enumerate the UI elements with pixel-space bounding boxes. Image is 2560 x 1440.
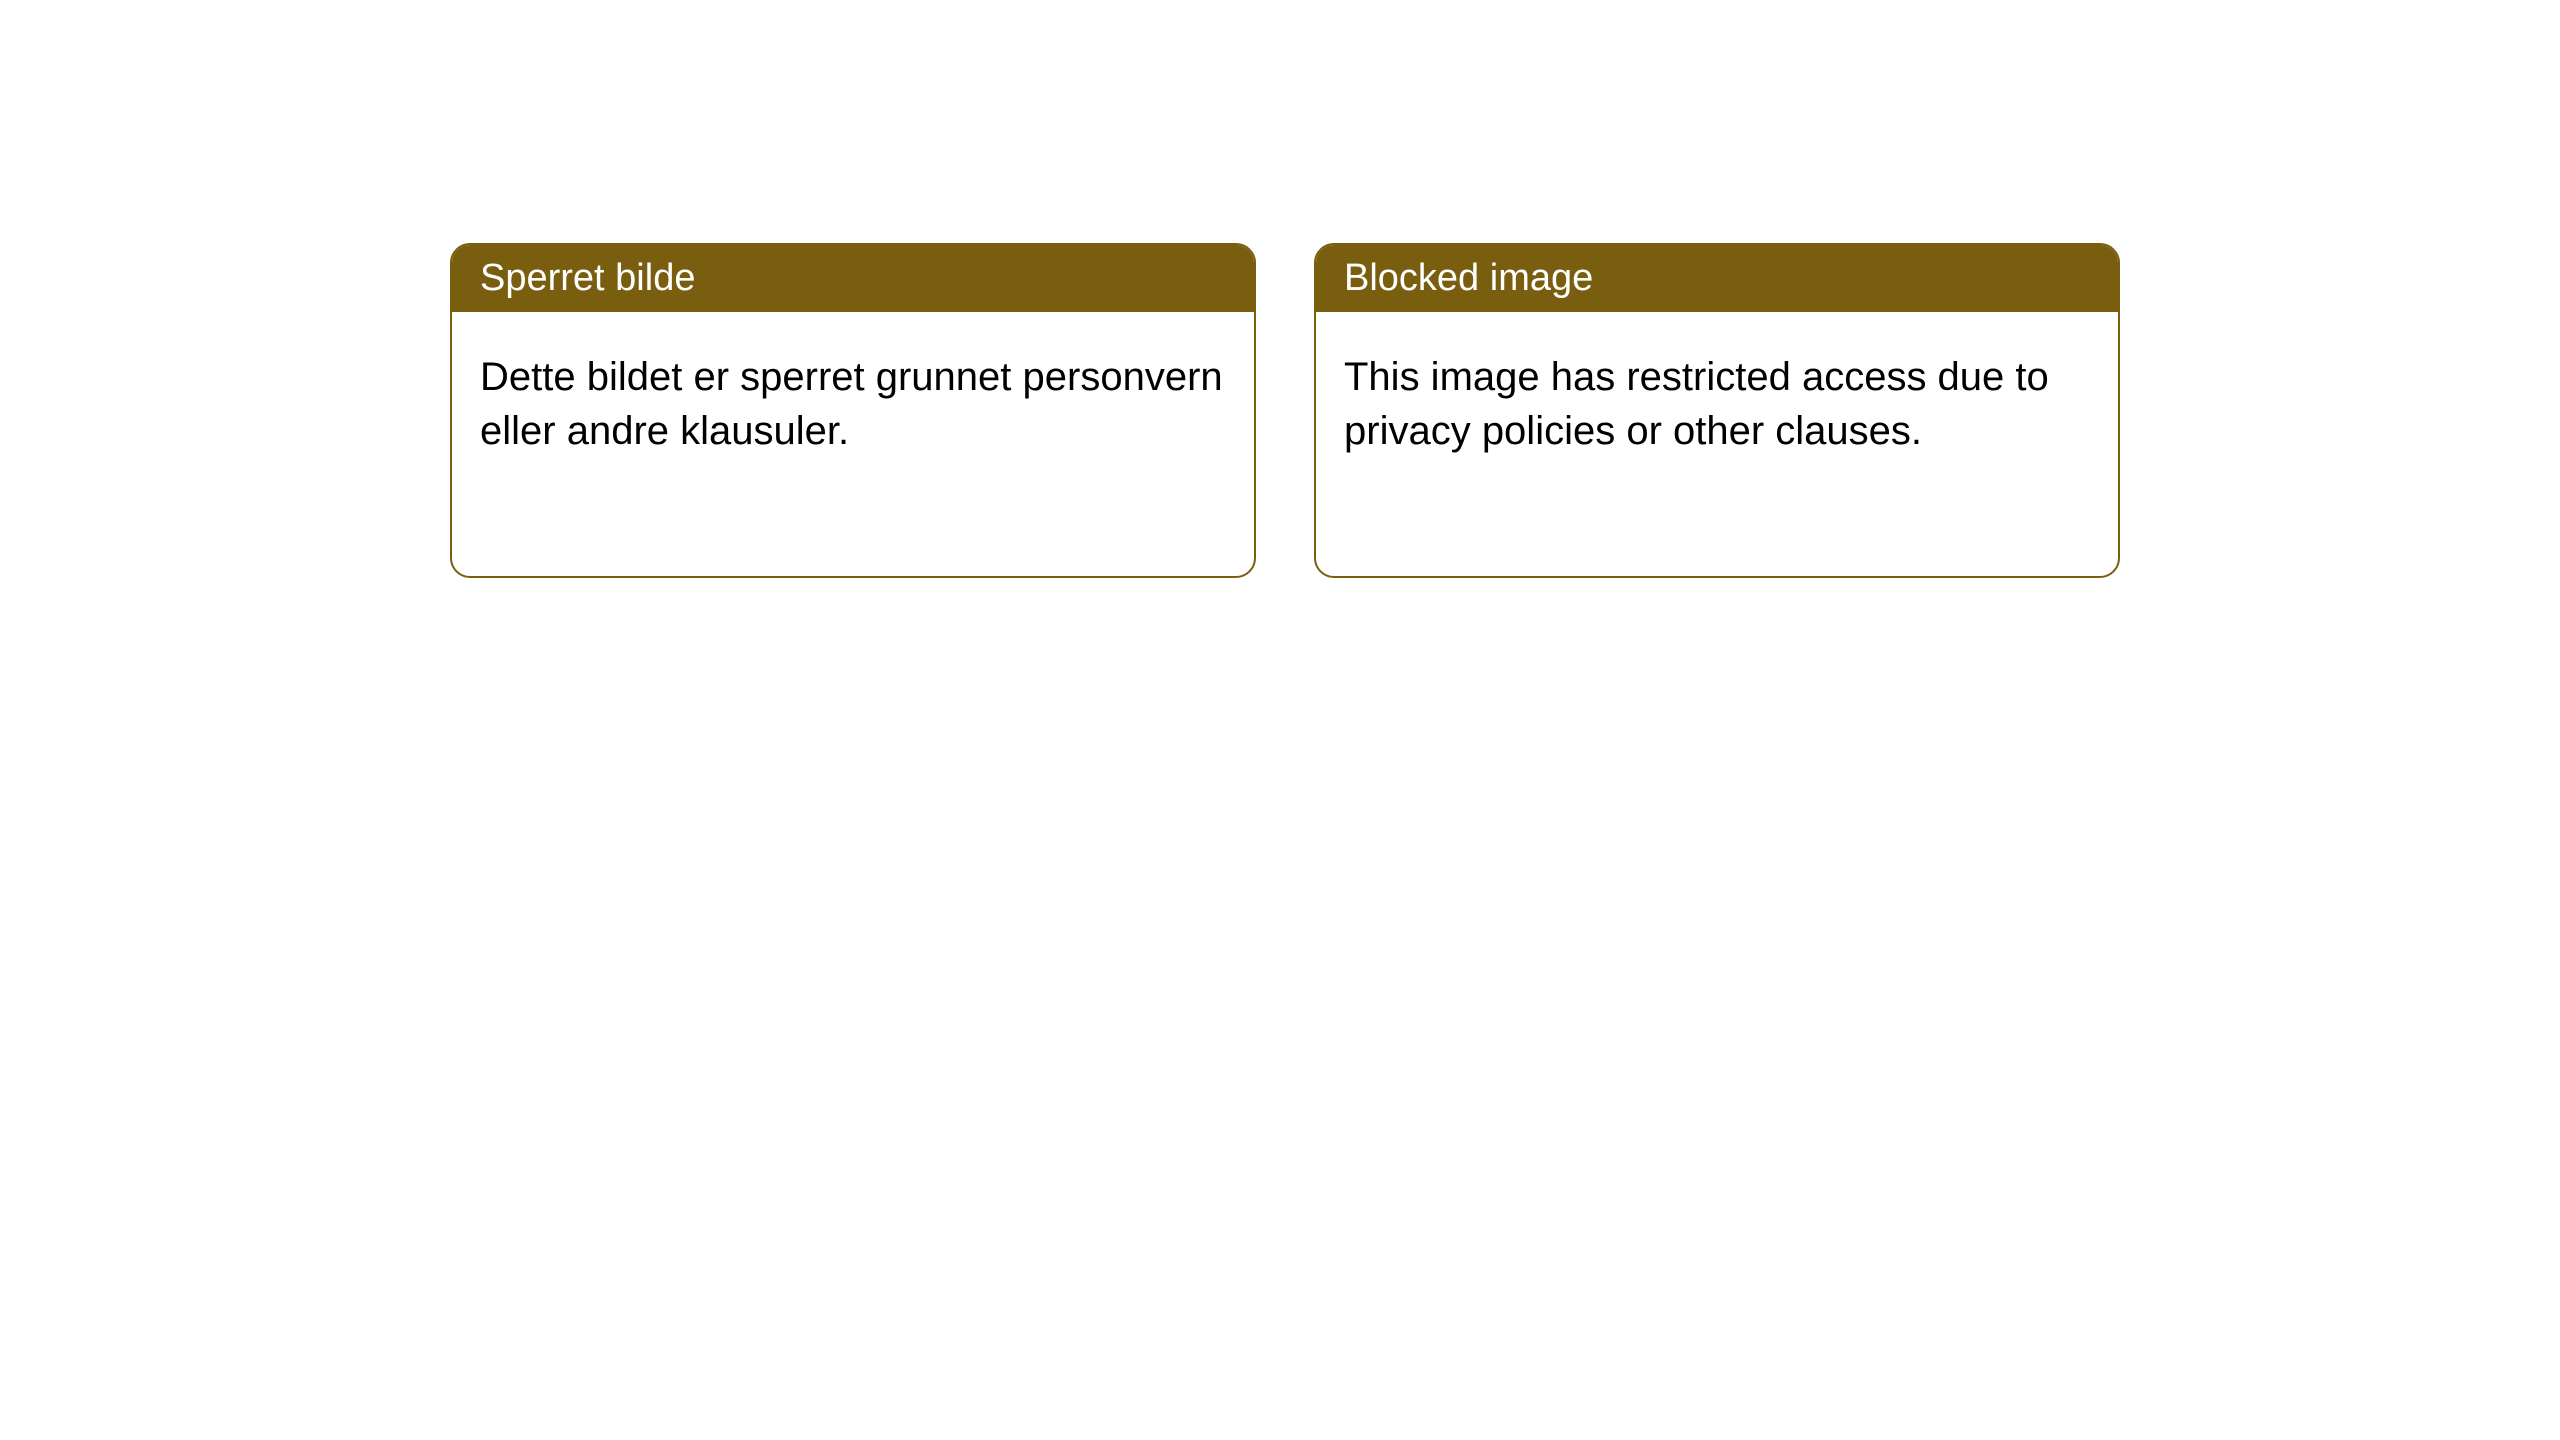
notice-body: This image has restricted access due to … xyxy=(1316,312,2118,496)
notice-header: Sperret bilde xyxy=(452,245,1254,312)
notice-title: Sperret bilde xyxy=(480,257,695,299)
notice-container: Sperret bilde Dette bildet er sperret gr… xyxy=(450,243,2120,578)
notice-title: Blocked image xyxy=(1344,257,1593,299)
notice-header: Blocked image xyxy=(1316,245,2118,312)
notice-body: Dette bildet er sperret grunnet personve… xyxy=(452,312,1254,496)
notice-card-english: Blocked image This image has restricted … xyxy=(1314,243,2120,578)
notice-text: Dette bildet er sperret grunnet personve… xyxy=(480,355,1223,453)
notice-card-norwegian: Sperret bilde Dette bildet er sperret gr… xyxy=(450,243,1256,578)
notice-text: This image has restricted access due to … xyxy=(1344,355,2049,453)
